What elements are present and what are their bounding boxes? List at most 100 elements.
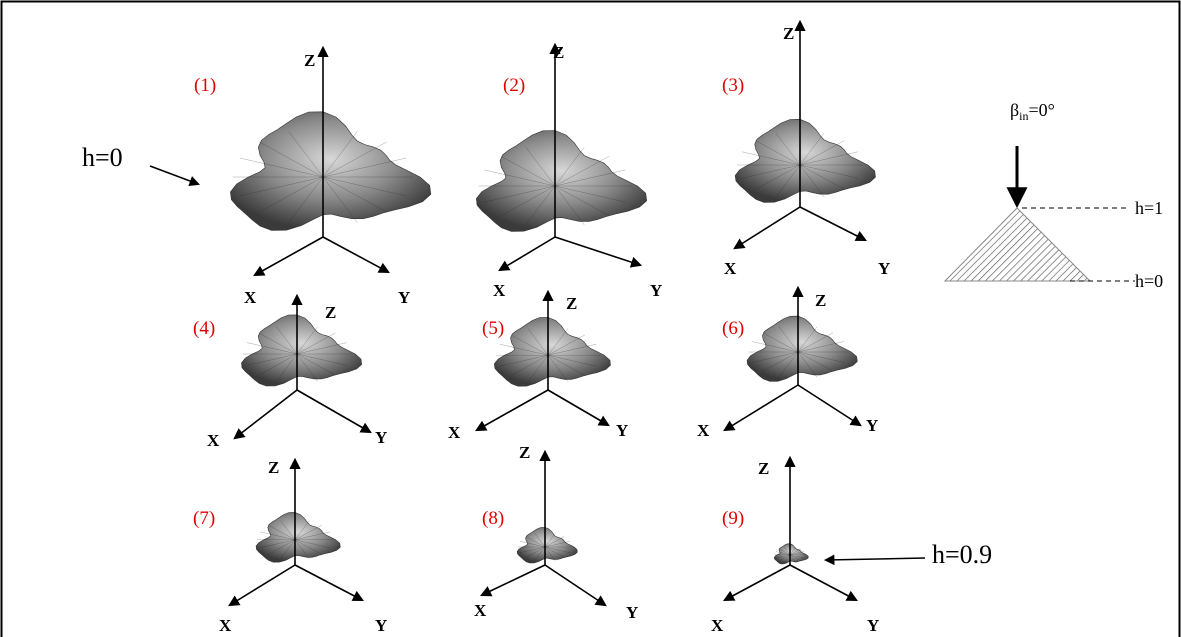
mesh-line [775, 551, 791, 555]
x-axis [228, 564, 296, 607]
mesh-line [294, 539, 322, 555]
level-label: h=1 [1135, 198, 1163, 218]
mesh-line [288, 131, 324, 178]
arrow [149, 165, 200, 186]
pattern-surface [475, 130, 648, 232]
mesh-line [484, 185, 556, 203]
mesh-line [797, 326, 818, 353]
mesh-line [755, 164, 801, 190]
mesh-line [322, 141, 387, 178]
axis-label: Y [398, 288, 410, 307]
panel-label: (1) [194, 75, 216, 96]
x-axis [723, 564, 791, 602]
mesh-line [799, 164, 845, 190]
panel-label: (7) [193, 508, 215, 529]
mesh-line [322, 176, 358, 223]
mesh-line [554, 156, 610, 187]
mesh-line [752, 341, 799, 353]
panel-label: (6) [722, 318, 744, 339]
pattern-surface [255, 512, 341, 563]
mesh-line [280, 539, 296, 560]
panel-label: (9) [722, 508, 744, 529]
annotation: h=0 [82, 143, 123, 172]
y-axis [799, 206, 867, 242]
y-axis [789, 564, 858, 602]
mesh-line [547, 334, 586, 356]
panel-label: (8) [482, 508, 504, 529]
mesh-line [484, 169, 556, 187]
mesh-line [799, 164, 825, 198]
mesh-line [789, 554, 797, 563]
mesh-line [525, 536, 546, 548]
y-axis [294, 564, 364, 602]
axis-label: X [724, 259, 737, 278]
pattern-surface [241, 314, 363, 387]
mesh-line [779, 554, 791, 561]
mesh-line [525, 546, 546, 558]
mesh-line [276, 326, 298, 355]
axis-label: X [474, 601, 487, 620]
annotation: h=0.9 [932, 540, 992, 569]
axis-label: X [697, 421, 710, 440]
y-axis [296, 389, 372, 434]
mesh-line [797, 351, 844, 363]
mesh-line [294, 539, 330, 548]
axis-label: Y [650, 281, 662, 300]
mesh-line [294, 539, 310, 560]
mesh-line [276, 353, 298, 382]
axis-label: Z [566, 294, 577, 313]
panel-label: (4) [193, 318, 215, 339]
pattern-surface [734, 118, 876, 203]
y-axis [544, 564, 607, 607]
axis-label: Y [626, 603, 638, 622]
mesh-line [499, 344, 549, 356]
mesh-line [239, 176, 324, 197]
mesh-line [280, 520, 296, 540]
mesh-line [510, 334, 549, 356]
mesh-line [783, 546, 791, 555]
pattern-surface [773, 543, 809, 565]
mesh-line [322, 157, 407, 178]
mesh-line [258, 332, 298, 355]
panels: Z X Y (1) Z X Y (2) Z X Y (3) Z X Y (4) Z X Y (5) Z X Y (6) Z X Y (… [193, 19, 890, 635]
x-axis [479, 564, 546, 597]
mesh-line [762, 332, 799, 353]
mesh-line [789, 546, 797, 555]
pattern-surface [746, 315, 858, 382]
mesh-line [797, 351, 818, 378]
panel-label: (3) [722, 75, 744, 96]
mesh-line [296, 353, 318, 382]
mesh-line [260, 531, 296, 540]
axis-label: Z [519, 443, 530, 462]
axis-label: Z [325, 303, 336, 322]
axis-label: Z [553, 43, 564, 62]
mesh-line [799, 151, 859, 166]
mesh-line [789, 551, 805, 555]
mesh-line [799, 164, 859, 179]
mesh-line [799, 140, 845, 166]
axis-label: X [219, 616, 232, 635]
mesh-line [547, 328, 569, 356]
axis-label: X [711, 616, 724, 635]
mesh-line [783, 554, 791, 563]
axis-label: X [448, 423, 461, 442]
x-axis [733, 206, 801, 250]
mesh-line [799, 132, 825, 166]
axis-label: Z [783, 24, 794, 43]
mesh-line [554, 185, 610, 216]
mesh-line [296, 326, 318, 355]
mesh-line [762, 351, 799, 372]
mesh-line [525, 185, 556, 225]
mesh-line [554, 169, 626, 187]
y-axis [547, 389, 610, 427]
mesh-line [547, 344, 597, 356]
mesh-line [797, 351, 834, 372]
mesh-line [797, 332, 834, 353]
axis-label: X [207, 431, 220, 450]
arrow [823, 554, 926, 566]
mesh-line [554, 185, 626, 203]
mesh-line [258, 353, 298, 376]
x-axis [233, 389, 298, 440]
